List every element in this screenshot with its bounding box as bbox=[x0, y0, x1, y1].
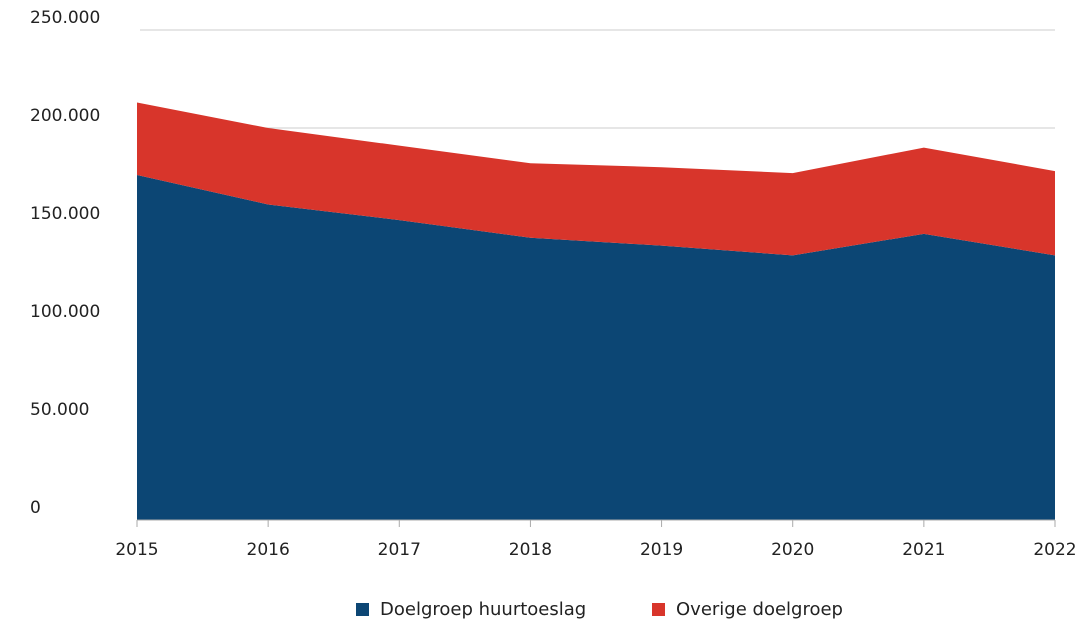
y-tick-label: 200.000 bbox=[30, 106, 100, 126]
x-tick-label: 2019 bbox=[640, 540, 683, 560]
y-tick-label: 50.000 bbox=[30, 400, 89, 420]
x-tick-label: 2021 bbox=[902, 540, 945, 560]
y-tick-label: 100.000 bbox=[30, 302, 100, 322]
y-tick-label: 150.000 bbox=[30, 204, 100, 224]
y-tick-label: 0 bbox=[30, 498, 41, 518]
x-tick-label: 2018 bbox=[509, 540, 552, 560]
x-tick-label: 2022 bbox=[1033, 540, 1076, 560]
y-tick-label: 250.000 bbox=[30, 8, 100, 28]
x-tick-label: 2015 bbox=[115, 540, 158, 560]
legend-swatch bbox=[652, 603, 665, 616]
area bbox=[137, 175, 1055, 521]
x-tick-label: 2016 bbox=[247, 540, 290, 560]
x-tick-label: 2017 bbox=[378, 540, 421, 560]
legend-text: Doelgroep huurtoeslag bbox=[380, 599, 586, 620]
legend-swatch bbox=[356, 603, 369, 616]
x-tick-label: 2020 bbox=[771, 540, 814, 560]
area bbox=[137, 102, 1055, 256]
legend-text: Overige doelgroep bbox=[676, 599, 843, 620]
